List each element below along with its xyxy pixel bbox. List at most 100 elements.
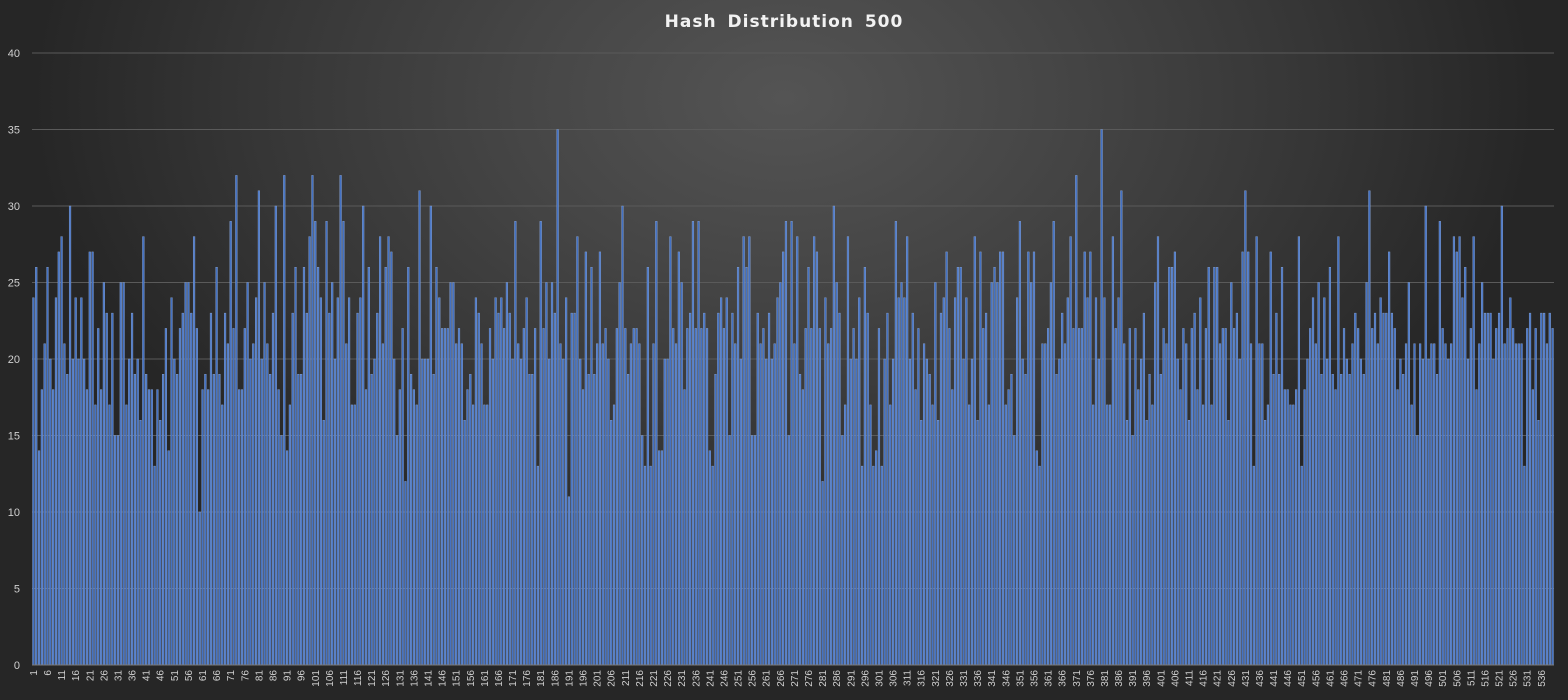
bar <box>945 251 948 666</box>
bar <box>1120 190 1123 666</box>
bar <box>176 374 179 666</box>
bar <box>215 267 218 666</box>
bar <box>119 282 122 666</box>
bar <box>1278 374 1281 666</box>
x-tick-label: 296 <box>860 670 871 687</box>
bar <box>598 251 602 666</box>
bar <box>984 312 988 666</box>
bar <box>178 328 182 666</box>
bar <box>798 374 802 666</box>
bar <box>753 435 757 666</box>
bar <box>782 251 785 666</box>
x-tick-label: 126 <box>381 670 392 687</box>
bar <box>973 236 976 666</box>
bar <box>1100 129 1103 666</box>
x-tick-label: 131 <box>395 670 406 687</box>
bar <box>1545 343 1549 666</box>
bar <box>463 420 466 666</box>
bar <box>322 420 325 666</box>
x-tick-label: 81 <box>254 670 265 682</box>
bar <box>77 358 80 666</box>
bar <box>652 343 655 666</box>
bar <box>1416 435 1419 666</box>
bar <box>63 343 66 666</box>
bar <box>159 420 162 666</box>
bar <box>990 282 993 666</box>
bar <box>982 328 985 666</box>
bar <box>849 358 852 666</box>
bar <box>1058 358 1061 666</box>
bar <box>226 343 229 666</box>
bar <box>505 282 508 666</box>
bar <box>1309 328 1312 666</box>
bar <box>1216 267 1219 666</box>
bar <box>762 328 765 666</box>
bar <box>1162 328 1165 666</box>
bar <box>393 358 396 666</box>
x-tick-label: 536 <box>1537 670 1548 687</box>
bar <box>1334 389 1337 666</box>
bar <box>928 374 931 666</box>
bar <box>387 236 390 666</box>
bar <box>1190 328 1193 666</box>
bar <box>725 297 728 666</box>
bar <box>474 297 477 666</box>
bar <box>1478 343 1481 666</box>
bar <box>767 312 771 666</box>
bar <box>649 465 652 666</box>
x-tick-label: 341 <box>987 670 998 687</box>
bar <box>658 450 661 666</box>
bar <box>728 435 731 666</box>
bar <box>694 328 697 666</box>
bar <box>438 297 441 666</box>
bar <box>1196 389 1199 666</box>
bar <box>317 267 320 666</box>
bar <box>114 435 117 666</box>
bar <box>1111 236 1114 666</box>
bar <box>911 312 914 666</box>
bar <box>891 358 895 666</box>
bar <box>150 389 153 666</box>
x-tick-label: 41 <box>142 670 153 682</box>
bar <box>993 267 996 666</box>
x-tick-label: 466 <box>1340 670 1351 687</box>
bar <box>1083 251 1086 666</box>
bar <box>99 389 103 666</box>
bar <box>66 374 69 666</box>
x-tick-label: 286 <box>832 670 843 687</box>
bar <box>942 297 945 666</box>
bar <box>1469 328 1472 666</box>
bar <box>1373 312 1377 666</box>
bar <box>908 358 912 666</box>
x-tick-label: 261 <box>762 670 773 687</box>
bar <box>395 435 399 666</box>
bar <box>1526 328 1529 666</box>
bar <box>1402 374 1405 666</box>
bar <box>1230 282 1233 666</box>
bar <box>742 236 745 666</box>
bar <box>638 343 641 666</box>
bar <box>460 343 463 666</box>
x-tick-label: 426 <box>1227 670 1238 687</box>
bar <box>1497 312 1501 666</box>
bar <box>937 420 940 666</box>
bar <box>243 328 246 666</box>
bar <box>660 450 664 666</box>
bar <box>1520 343 1523 666</box>
bar <box>503 328 506 666</box>
bar <box>739 358 742 666</box>
x-tick-label: 211 <box>621 670 632 686</box>
bar <box>807 267 810 666</box>
bar <box>477 312 480 666</box>
bar <box>497 312 500 666</box>
x-tick-label: 301 <box>874 670 885 687</box>
bar <box>1032 251 1036 666</box>
bar <box>1069 236 1072 666</box>
bar <box>170 297 173 666</box>
bar <box>43 343 46 666</box>
bar <box>784 221 788 666</box>
x-tick-label: 501 <box>1438 670 1449 687</box>
bar <box>1475 389 1478 666</box>
bar <box>102 282 105 666</box>
bar <box>511 358 514 666</box>
